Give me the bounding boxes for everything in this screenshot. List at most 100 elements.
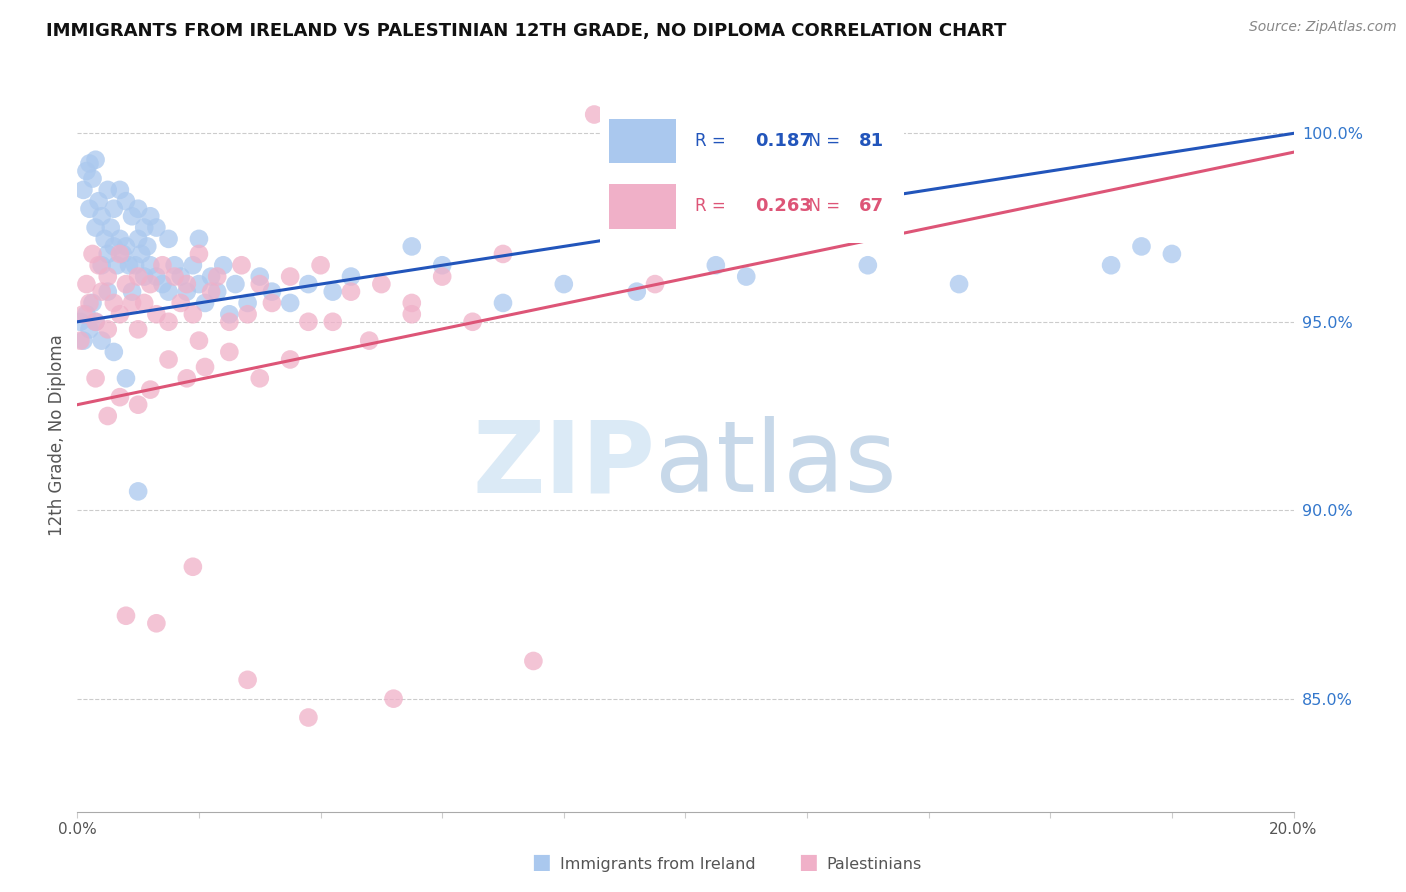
Point <box>75 307 97 321</box>
Point <box>115 277 138 291</box>
Point <box>260 296 283 310</box>
Point <box>84 153 107 167</box>
Point <box>127 322 149 336</box>
Point <box>176 285 198 299</box>
Point <box>72 334 94 348</box>
Point <box>249 277 271 291</box>
Text: IMMIGRANTS FROM IRELAND VS PALESTINIAN 12TH GRADE, NO DIPLOMA CORRELATION CHART: IMMIGRANTS FROM IRELAND VS PALESTINIAN 1… <box>46 22 1007 40</box>
Point <box>188 247 211 261</box>
Point <box>181 307 204 321</box>
Point <box>134 220 156 235</box>
Point <box>108 390 131 404</box>
Point <box>121 296 143 310</box>
Point <box>278 352 301 367</box>
Point <box>108 247 131 261</box>
Point <box>218 315 240 329</box>
Point <box>461 315 484 329</box>
Point <box>75 277 97 291</box>
Point <box>176 277 198 291</box>
Point <box>157 352 180 367</box>
Point <box>553 277 575 291</box>
Point <box>127 232 149 246</box>
Point <box>401 296 423 310</box>
Text: ■: ■ <box>799 853 818 872</box>
Point <box>188 232 211 246</box>
Point <box>340 269 363 284</box>
Point <box>322 315 344 329</box>
Point <box>1099 258 1122 272</box>
Point <box>82 296 104 310</box>
Point <box>139 209 162 223</box>
Y-axis label: 12th Grade, No Diploma: 12th Grade, No Diploma <box>48 334 66 536</box>
Point <box>79 296 101 310</box>
Point <box>145 616 167 631</box>
Point <box>297 710 319 724</box>
Point <box>90 285 112 299</box>
Point <box>84 220 107 235</box>
Point <box>163 258 186 272</box>
Point <box>97 269 120 284</box>
Point <box>236 307 259 321</box>
Point <box>134 269 156 284</box>
Point <box>194 359 217 374</box>
Text: ■: ■ <box>531 853 551 872</box>
Point <box>127 484 149 499</box>
Point <box>72 183 94 197</box>
Point <box>72 307 94 321</box>
Point <box>522 654 544 668</box>
Point <box>97 322 120 336</box>
Point <box>735 269 758 284</box>
Point <box>249 269 271 284</box>
Point <box>103 202 125 216</box>
Point <box>297 277 319 291</box>
Point <box>359 334 381 348</box>
Point <box>111 247 134 261</box>
Point <box>84 315 107 329</box>
Point <box>401 307 423 321</box>
Point <box>432 258 454 272</box>
Point <box>100 220 122 235</box>
Point <box>139 277 162 291</box>
Point <box>382 691 405 706</box>
Point <box>69 315 91 329</box>
Point <box>205 285 228 299</box>
Point <box>200 269 222 284</box>
Point <box>260 285 283 299</box>
Point <box>170 296 193 310</box>
Point <box>212 258 235 272</box>
Point <box>127 398 149 412</box>
Point <box>194 296 217 310</box>
Point <box>152 258 174 272</box>
Point <box>309 258 332 272</box>
Point <box>236 673 259 687</box>
Point <box>176 371 198 385</box>
Point <box>69 334 91 348</box>
Point <box>626 285 648 299</box>
Point <box>1130 239 1153 253</box>
Point <box>79 322 101 336</box>
Point <box>121 285 143 299</box>
Point <box>115 608 138 623</box>
Point <box>948 277 970 291</box>
Point <box>139 383 162 397</box>
Point <box>145 307 167 321</box>
Point <box>218 345 240 359</box>
Point <box>124 258 146 272</box>
Point <box>84 371 107 385</box>
Point <box>79 202 101 216</box>
Point <box>181 559 204 574</box>
Point <box>105 258 128 272</box>
Point <box>231 258 253 272</box>
Point <box>93 232 115 246</box>
Point <box>188 334 211 348</box>
Point <box>97 285 120 299</box>
Point <box>103 345 125 359</box>
Point <box>82 171 104 186</box>
Text: ZIP: ZIP <box>472 417 655 514</box>
Point <box>97 409 120 423</box>
Point <box>297 315 319 329</box>
Text: Immigrants from Ireland: Immigrants from Ireland <box>560 857 755 872</box>
Point <box>82 247 104 261</box>
Point <box>278 296 301 310</box>
Point <box>87 194 110 209</box>
